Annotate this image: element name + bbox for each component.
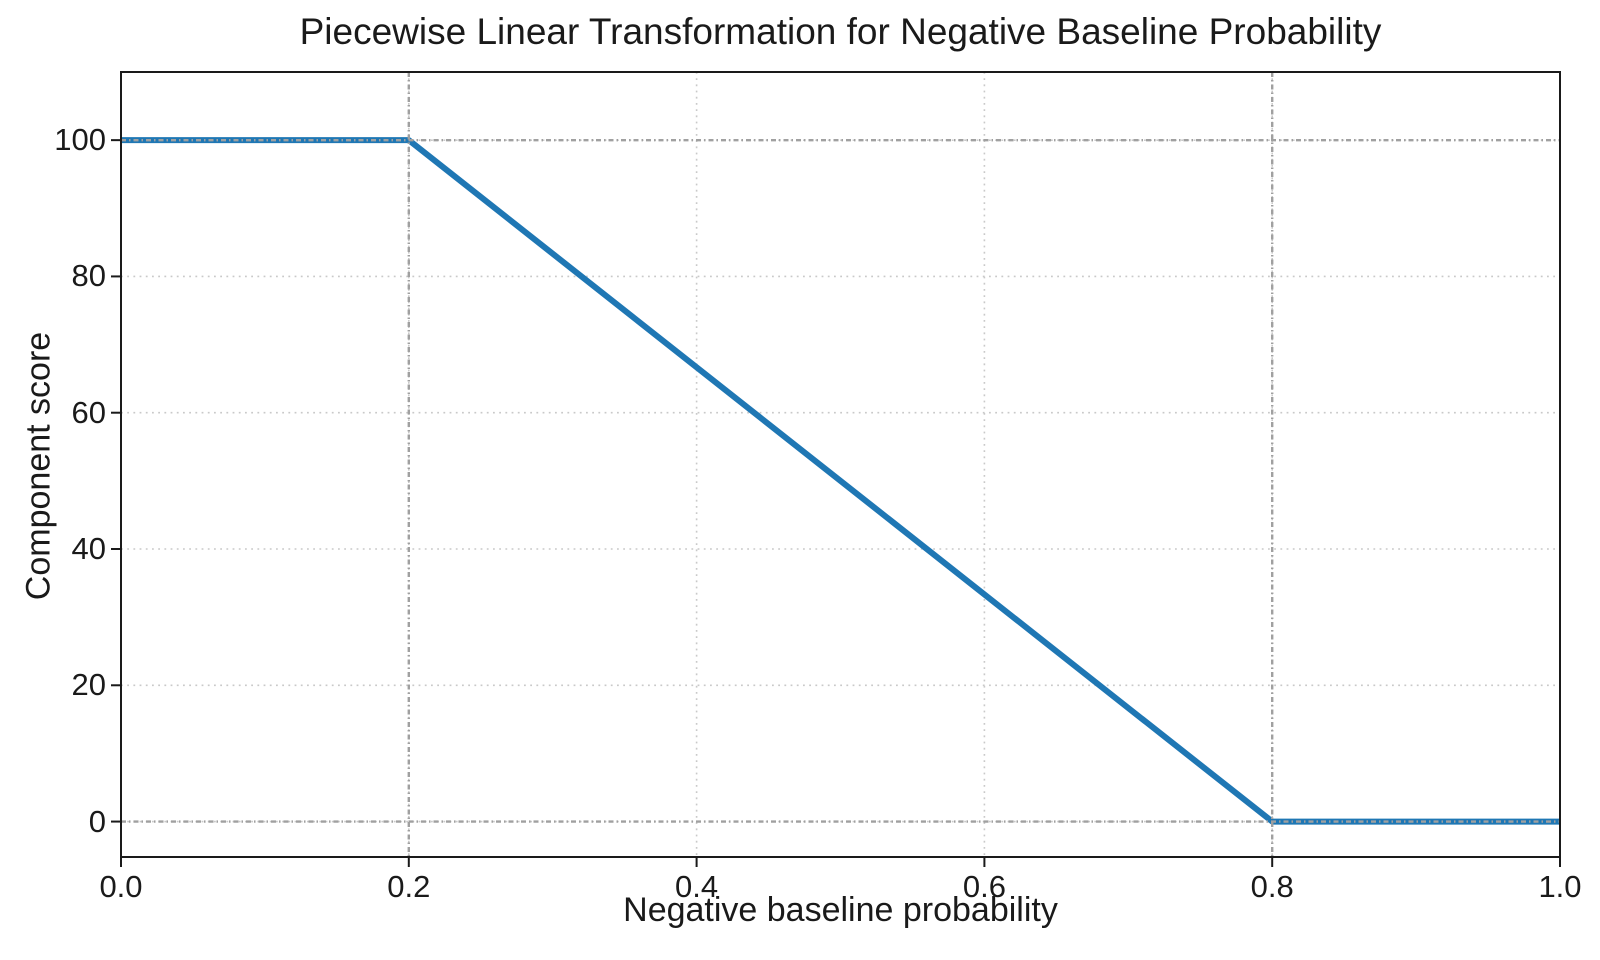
data-line-component-score: [121, 137, 1560, 825]
x-axis-label: Negative baseline probability: [623, 891, 1058, 929]
gridlines: [121, 72, 1560, 857]
tick-marks: [111, 139, 1561, 867]
reference-lines: [121, 72, 1560, 857]
plot-spines: [120, 71, 1561, 858]
chart-title: Piecewise Linear Transformation for Nega…: [299, 11, 1382, 52]
